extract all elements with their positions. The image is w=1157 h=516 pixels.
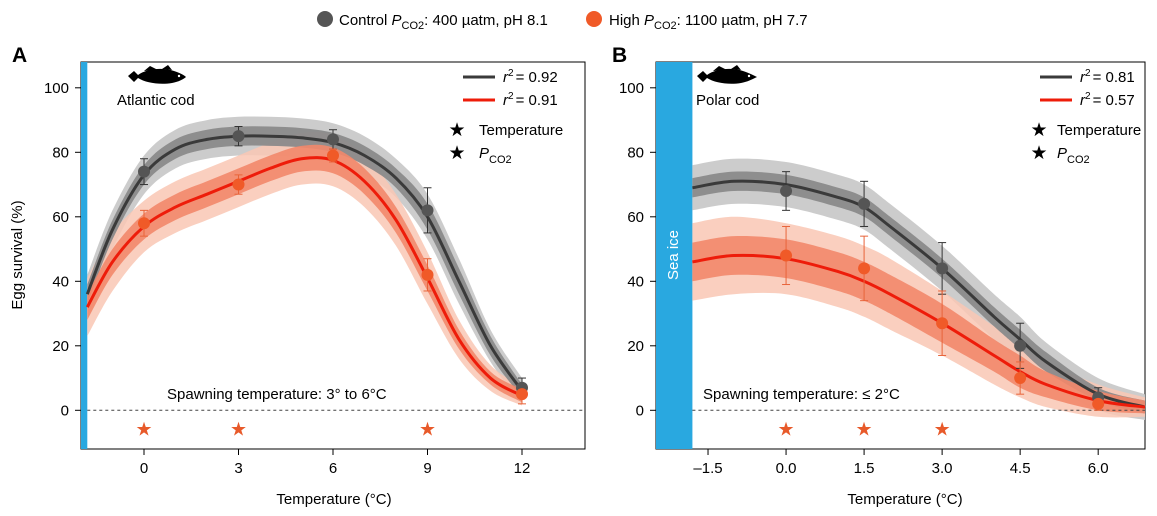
panel-b: Sea ice ★ ★ ★ –1.5 0.0 1.5 3.0 4.5 6.0 02040608… xyxy=(612,44,1146,508)
panel-a-control-point xyxy=(138,165,150,178)
panel-b-high-band-inner xyxy=(692,235,1145,414)
panel-b-control-point xyxy=(936,262,949,275)
panel-b-high-point xyxy=(780,249,793,262)
panel-a-sig-temperature: Temperature xyxy=(479,122,563,139)
x-tick-label: 6.0 xyxy=(1088,460,1109,477)
significance-star-icon: ★ xyxy=(856,420,873,441)
panel-b-control-point xyxy=(858,197,871,210)
panel-b-sea-ice-label: Sea ice xyxy=(665,230,682,280)
significance-star-icon: ★ xyxy=(419,420,436,441)
panel-b-sea-ice-bar xyxy=(656,62,693,449)
panel-b-control-fit-line xyxy=(692,179,1146,409)
panel-b-r2-control: r2 = 0.81 xyxy=(1080,68,1135,86)
panel-a-control-point xyxy=(327,133,339,146)
panel-b-high-point xyxy=(858,262,871,275)
panel-b-sig-pco2: PCO2 xyxy=(1057,145,1090,166)
panel-a-high-fit-line xyxy=(85,156,523,398)
y-tick-label: 100 xyxy=(619,80,644,97)
x-tick-label: 3 xyxy=(234,460,242,477)
panel-b-fit-bands xyxy=(692,158,1145,420)
panel-b-star-pco2-icon: ★ xyxy=(1030,143,1047,164)
y-tick-label: 80 xyxy=(52,144,69,161)
panel-a-letter: A xyxy=(12,44,27,67)
panel-a-star-pco2-icon: ★ xyxy=(448,143,465,164)
significance-star-icon: ★ xyxy=(230,420,247,441)
panel-b-y-ticks: 0 20 40 60 80 100 xyxy=(619,80,656,419)
x-tick-label: 0 xyxy=(140,460,148,477)
panel-a-xlabel: Temperature (°C) xyxy=(276,491,391,508)
panel-a-control-band-inner xyxy=(87,126,523,398)
x-tick-label: 12 xyxy=(514,460,531,477)
x-tick-label: –1.5 xyxy=(693,460,722,477)
panel-b-high-point xyxy=(936,317,949,330)
panel-a-control-point xyxy=(232,130,245,143)
panel-a-points xyxy=(138,130,528,401)
panel-b-control-point xyxy=(1014,339,1027,352)
panel-a-high-point xyxy=(327,149,339,162)
fish-icon xyxy=(128,65,186,84)
panel-a-y-ticks: 0 20 40 60 80 100 xyxy=(44,80,81,419)
y-tick-label: 100 xyxy=(44,80,69,97)
panel-b-significance-stars: ★ ★ ★ xyxy=(778,420,951,441)
panel-b-r2-high: r2 = 0.57 xyxy=(1080,91,1135,109)
panel-b-control-point xyxy=(780,185,793,197)
panel-a-control-point xyxy=(421,204,434,217)
panel-b-xlabel: Temperature (°C) xyxy=(847,491,962,508)
panel-a-spawning-text: Spawning temperature: 3° to 6°C xyxy=(167,386,387,403)
significance-star-icon: ★ xyxy=(778,420,795,441)
panel-b-points xyxy=(780,185,1105,410)
panel-b-x-ticks: –1.5 0.0 1.5 3.0 4.5 6.0 xyxy=(693,449,1109,477)
panel-a-high-point xyxy=(232,178,245,191)
panel-b-spawning-text: Spawning temperature: ≤ 2°C xyxy=(703,386,900,403)
y-tick-label: 60 xyxy=(627,209,644,226)
panel-b-high-point xyxy=(1092,397,1105,410)
y-tick-label: 40 xyxy=(52,273,69,290)
y-tick-label: 40 xyxy=(627,273,644,290)
panel-b-star-temp-icon: ★ xyxy=(1030,120,1047,141)
panel-a-high-point xyxy=(516,388,528,401)
x-tick-label: 3.0 xyxy=(932,460,953,477)
panel-b-sig-temperature: Temperature xyxy=(1057,122,1141,139)
legend-control-text: Control PCO2: 400 µatm, pH 8.1 xyxy=(339,12,548,32)
significance-star-icon: ★ xyxy=(135,420,152,441)
panel-a-control-fit-line xyxy=(85,134,524,392)
x-tick-label: 6 xyxy=(329,460,337,477)
top-legend: Control PCO2: 400 µatm, pH 8.1 High PCO2… xyxy=(317,11,808,32)
panel-a-high-band-inner xyxy=(87,144,523,403)
y-tick-label: 0 xyxy=(61,402,69,419)
panel-a-significance-stars: ★ ★ ★ xyxy=(135,420,436,441)
x-tick-label: 9 xyxy=(423,460,431,477)
panel-a-high-point xyxy=(421,268,434,281)
panel-b-control-band-inner xyxy=(692,171,1145,414)
y-tick-label: 20 xyxy=(52,338,69,355)
panel-a-r2-high: r2 = 0.91 xyxy=(503,91,558,109)
y-tick-label: 20 xyxy=(627,338,644,355)
y-tick-label: 0 xyxy=(636,402,644,419)
panel-b-high-point xyxy=(1014,372,1027,385)
panel-b-letter: B xyxy=(612,44,627,67)
panel-a-sea-ice-bar xyxy=(81,62,88,449)
panel-a-star-temp-icon: ★ xyxy=(448,120,465,141)
panel-a-high-point xyxy=(138,217,150,230)
x-tick-label: 4.5 xyxy=(1010,460,1031,477)
panel-a-ylabel: Egg survival (%) xyxy=(9,200,26,309)
panel-a-fit-lines xyxy=(85,134,524,398)
legend-control-marker xyxy=(317,11,333,27)
x-tick-label: 0.0 xyxy=(776,460,797,477)
y-tick-label: 80 xyxy=(627,144,644,161)
legend-high-text: High PCO2: 1100 µatm, pH 7.7 xyxy=(609,12,808,32)
x-tick-label: 1.5 xyxy=(854,460,875,477)
panel-a-r2-control: r2 = 0.92 xyxy=(503,68,558,86)
panel-a-fit-bands xyxy=(87,116,523,406)
panel-b-species: Polar cod xyxy=(696,92,759,109)
panel-a-sig-pco2: PCO2 xyxy=(479,145,512,166)
significance-star-icon: ★ xyxy=(934,420,951,441)
y-tick-label: 60 xyxy=(52,209,69,226)
panel-a-x-ticks: 0 3 6 9 12 xyxy=(140,449,531,477)
fish-icon xyxy=(697,65,757,84)
legend-high-marker xyxy=(586,11,602,27)
panel-a-species: Atlantic cod xyxy=(117,92,195,109)
